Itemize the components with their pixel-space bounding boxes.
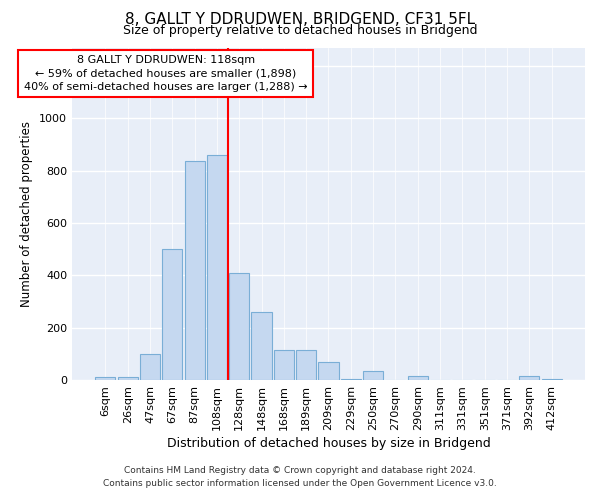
Bar — [140, 354, 160, 380]
Bar — [519, 376, 539, 380]
Text: 8 GALLT Y DDRUDWEN: 118sqm
← 59% of detached houses are smaller (1,898)
40% of s: 8 GALLT Y DDRUDWEN: 118sqm ← 59% of deta… — [24, 56, 307, 92]
Bar — [341, 379, 361, 380]
Bar — [229, 272, 249, 380]
Bar — [408, 376, 428, 380]
Text: Contains HM Land Registry data © Crown copyright and database right 2024.
Contai: Contains HM Land Registry data © Crown c… — [103, 466, 497, 487]
Bar — [274, 350, 294, 380]
Bar — [118, 378, 137, 380]
Bar — [296, 350, 316, 380]
Bar — [542, 379, 562, 380]
Bar — [363, 371, 383, 380]
Bar — [251, 312, 272, 380]
X-axis label: Distribution of detached houses by size in Bridgend: Distribution of detached houses by size … — [167, 437, 490, 450]
Y-axis label: Number of detached properties: Number of detached properties — [20, 121, 34, 307]
Bar — [319, 362, 338, 380]
Bar — [95, 378, 115, 380]
Bar — [207, 155, 227, 380]
Bar — [185, 162, 205, 380]
Text: 8, GALLT Y DDRUDWEN, BRIDGEND, CF31 5FL: 8, GALLT Y DDRUDWEN, BRIDGEND, CF31 5FL — [125, 12, 475, 28]
Text: Size of property relative to detached houses in Bridgend: Size of property relative to detached ho… — [123, 24, 477, 37]
Bar — [162, 249, 182, 380]
